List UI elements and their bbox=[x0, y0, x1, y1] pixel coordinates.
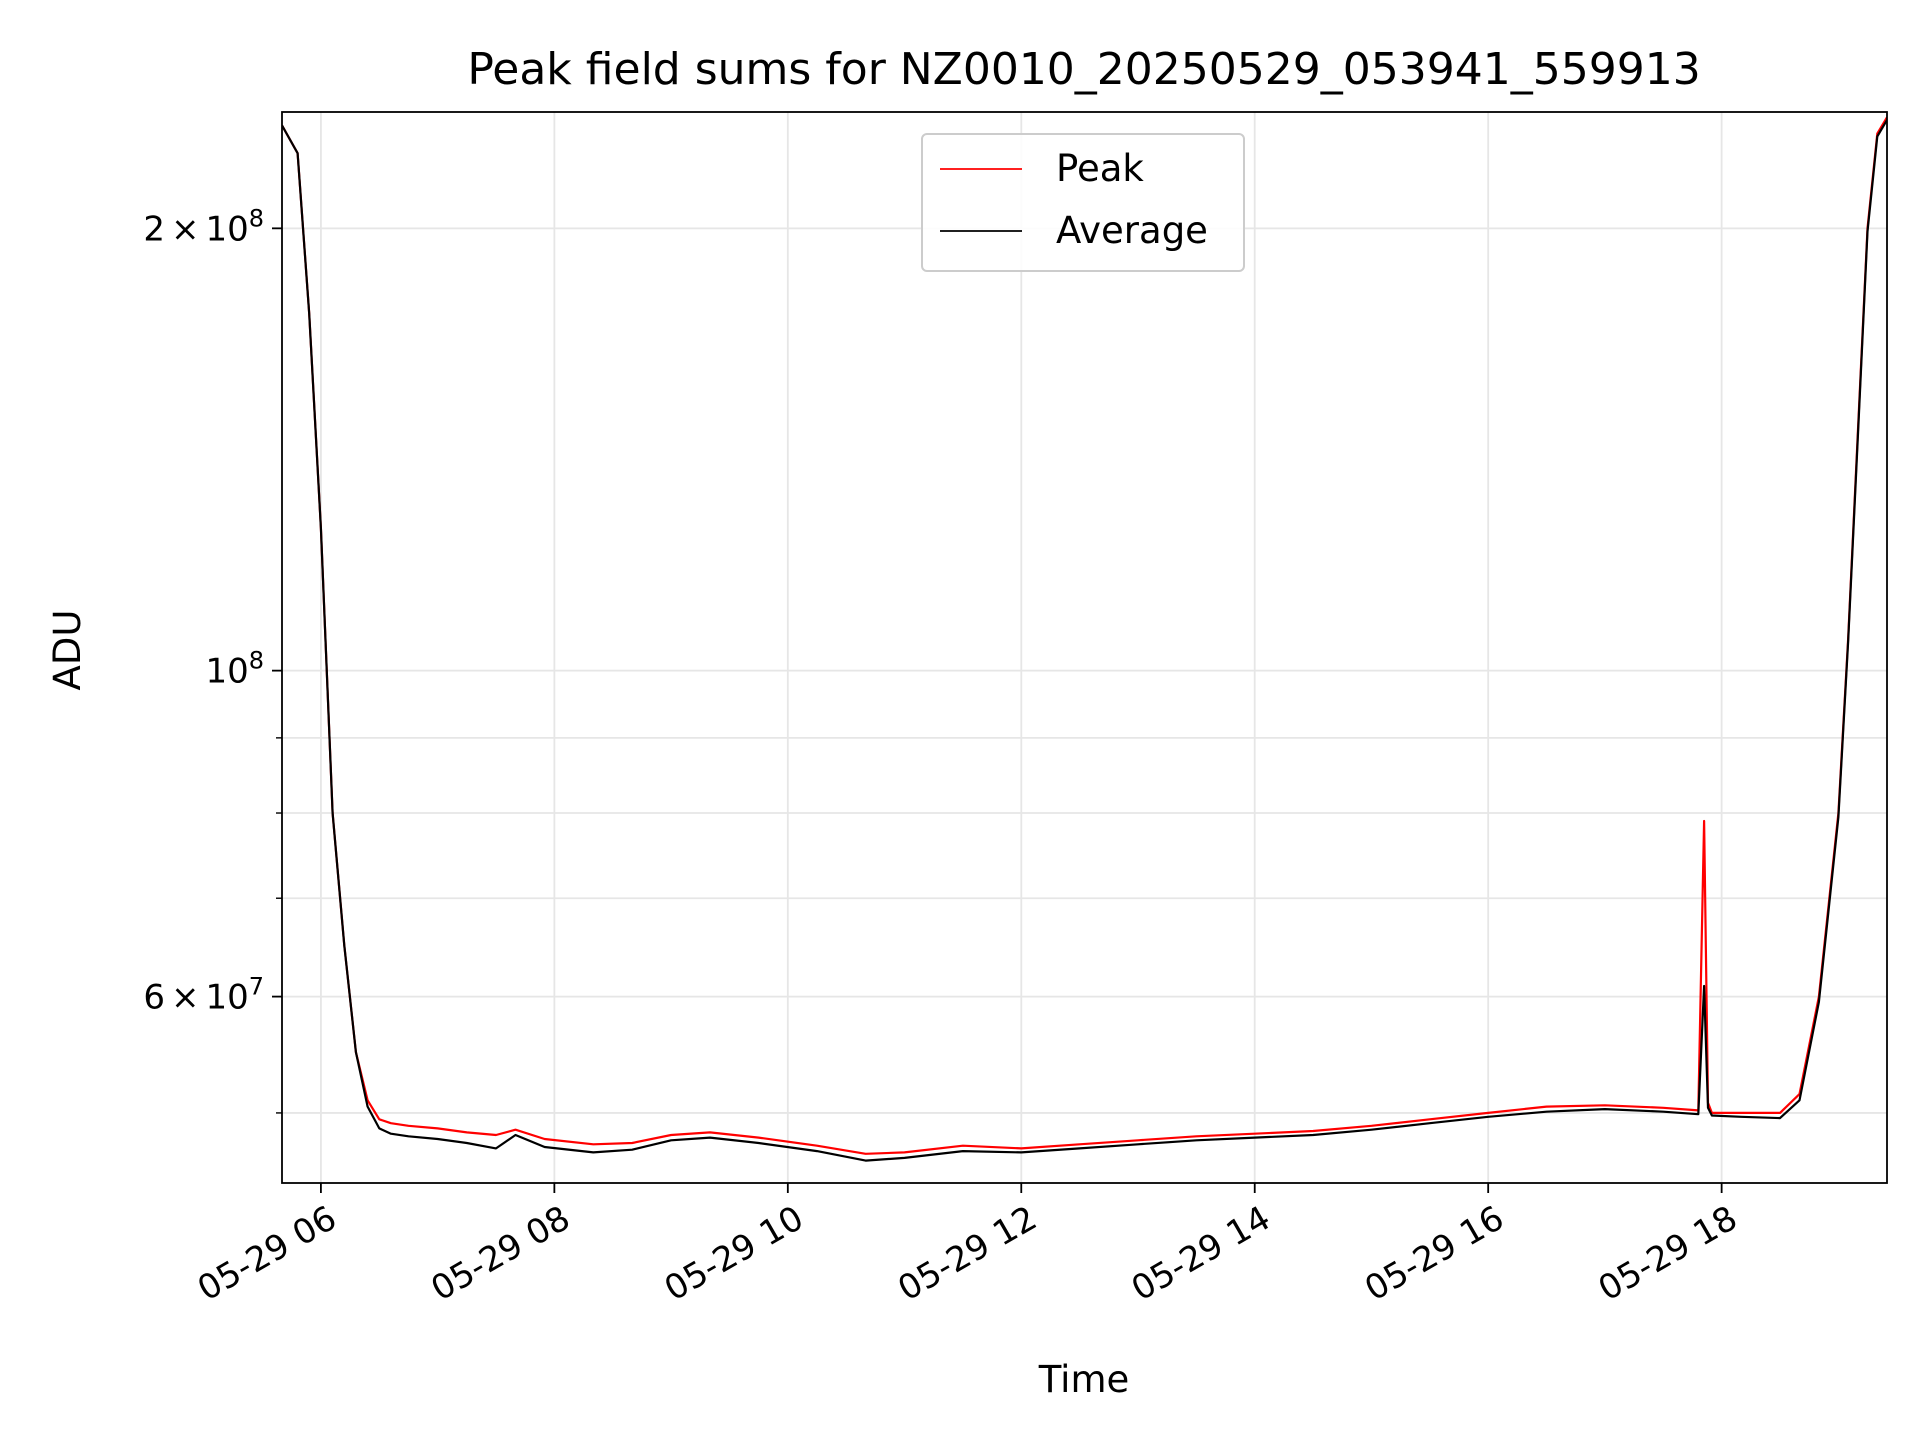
legend-label: Average bbox=[1056, 209, 1208, 252]
plot-area bbox=[282, 116, 1887, 1162]
y-tick-label: 108 bbox=[205, 647, 264, 692]
chart-title: Peak field sums for NZ0010_20250529_0539… bbox=[467, 44, 1700, 95]
y-axis-ticks: 6 × 107 108 2 × 108 bbox=[143, 204, 282, 1114]
legend: Peak Average bbox=[921, 133, 1245, 272]
series-line-peak bbox=[282, 116, 1887, 1155]
axes-frame bbox=[281, 111, 1888, 1184]
y-axis-label: ADU bbox=[46, 610, 89, 691]
x-axis-label: Time bbox=[1038, 1358, 1130, 1401]
y-tick-label: 6 × 107 bbox=[143, 973, 264, 1018]
series-line-average bbox=[282, 119, 1887, 1162]
y-tick-label: 2 × 108 bbox=[143, 204, 264, 249]
legend-label: Peak bbox=[1056, 147, 1144, 190]
